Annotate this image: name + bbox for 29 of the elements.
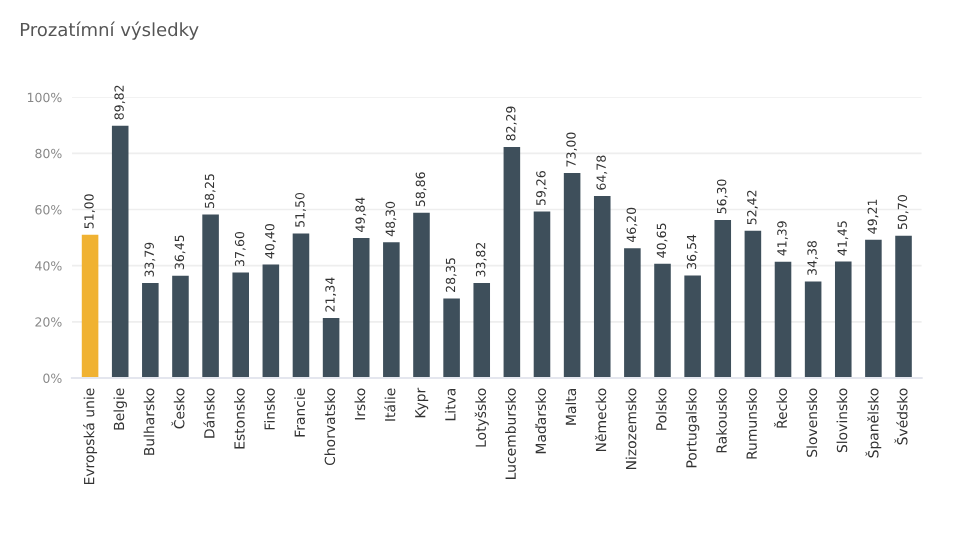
bar: [172, 275, 189, 378]
bar: [232, 272, 249, 378]
bar: [654, 263, 671, 378]
bar: [202, 214, 219, 378]
chart-title: Prozatímní výsledky: [20, 21, 199, 40]
bar: [533, 211, 551, 378]
bar: [262, 264, 280, 378]
bar: [503, 146, 521, 378]
bar: [322, 318, 340, 378]
bar: [865, 239, 882, 378]
bar: [563, 173, 581, 378]
bar: [624, 248, 641, 378]
bar: [744, 230, 762, 378]
bar: [834, 261, 852, 378]
bar: [473, 283, 491, 378]
bar: [684, 275, 701, 378]
bar: [774, 261, 792, 378]
bar: [413, 212, 430, 378]
bar: [593, 196, 611, 378]
bar: [352, 238, 370, 378]
bar: [895, 235, 912, 378]
bar: [81, 234, 99, 378]
bar: [142, 283, 159, 378]
bar: [714, 219, 732, 378]
bar: [111, 125, 129, 378]
bar: [443, 298, 460, 378]
bar: [383, 242, 400, 378]
bar: [804, 281, 822, 378]
bar: [292, 233, 310, 378]
